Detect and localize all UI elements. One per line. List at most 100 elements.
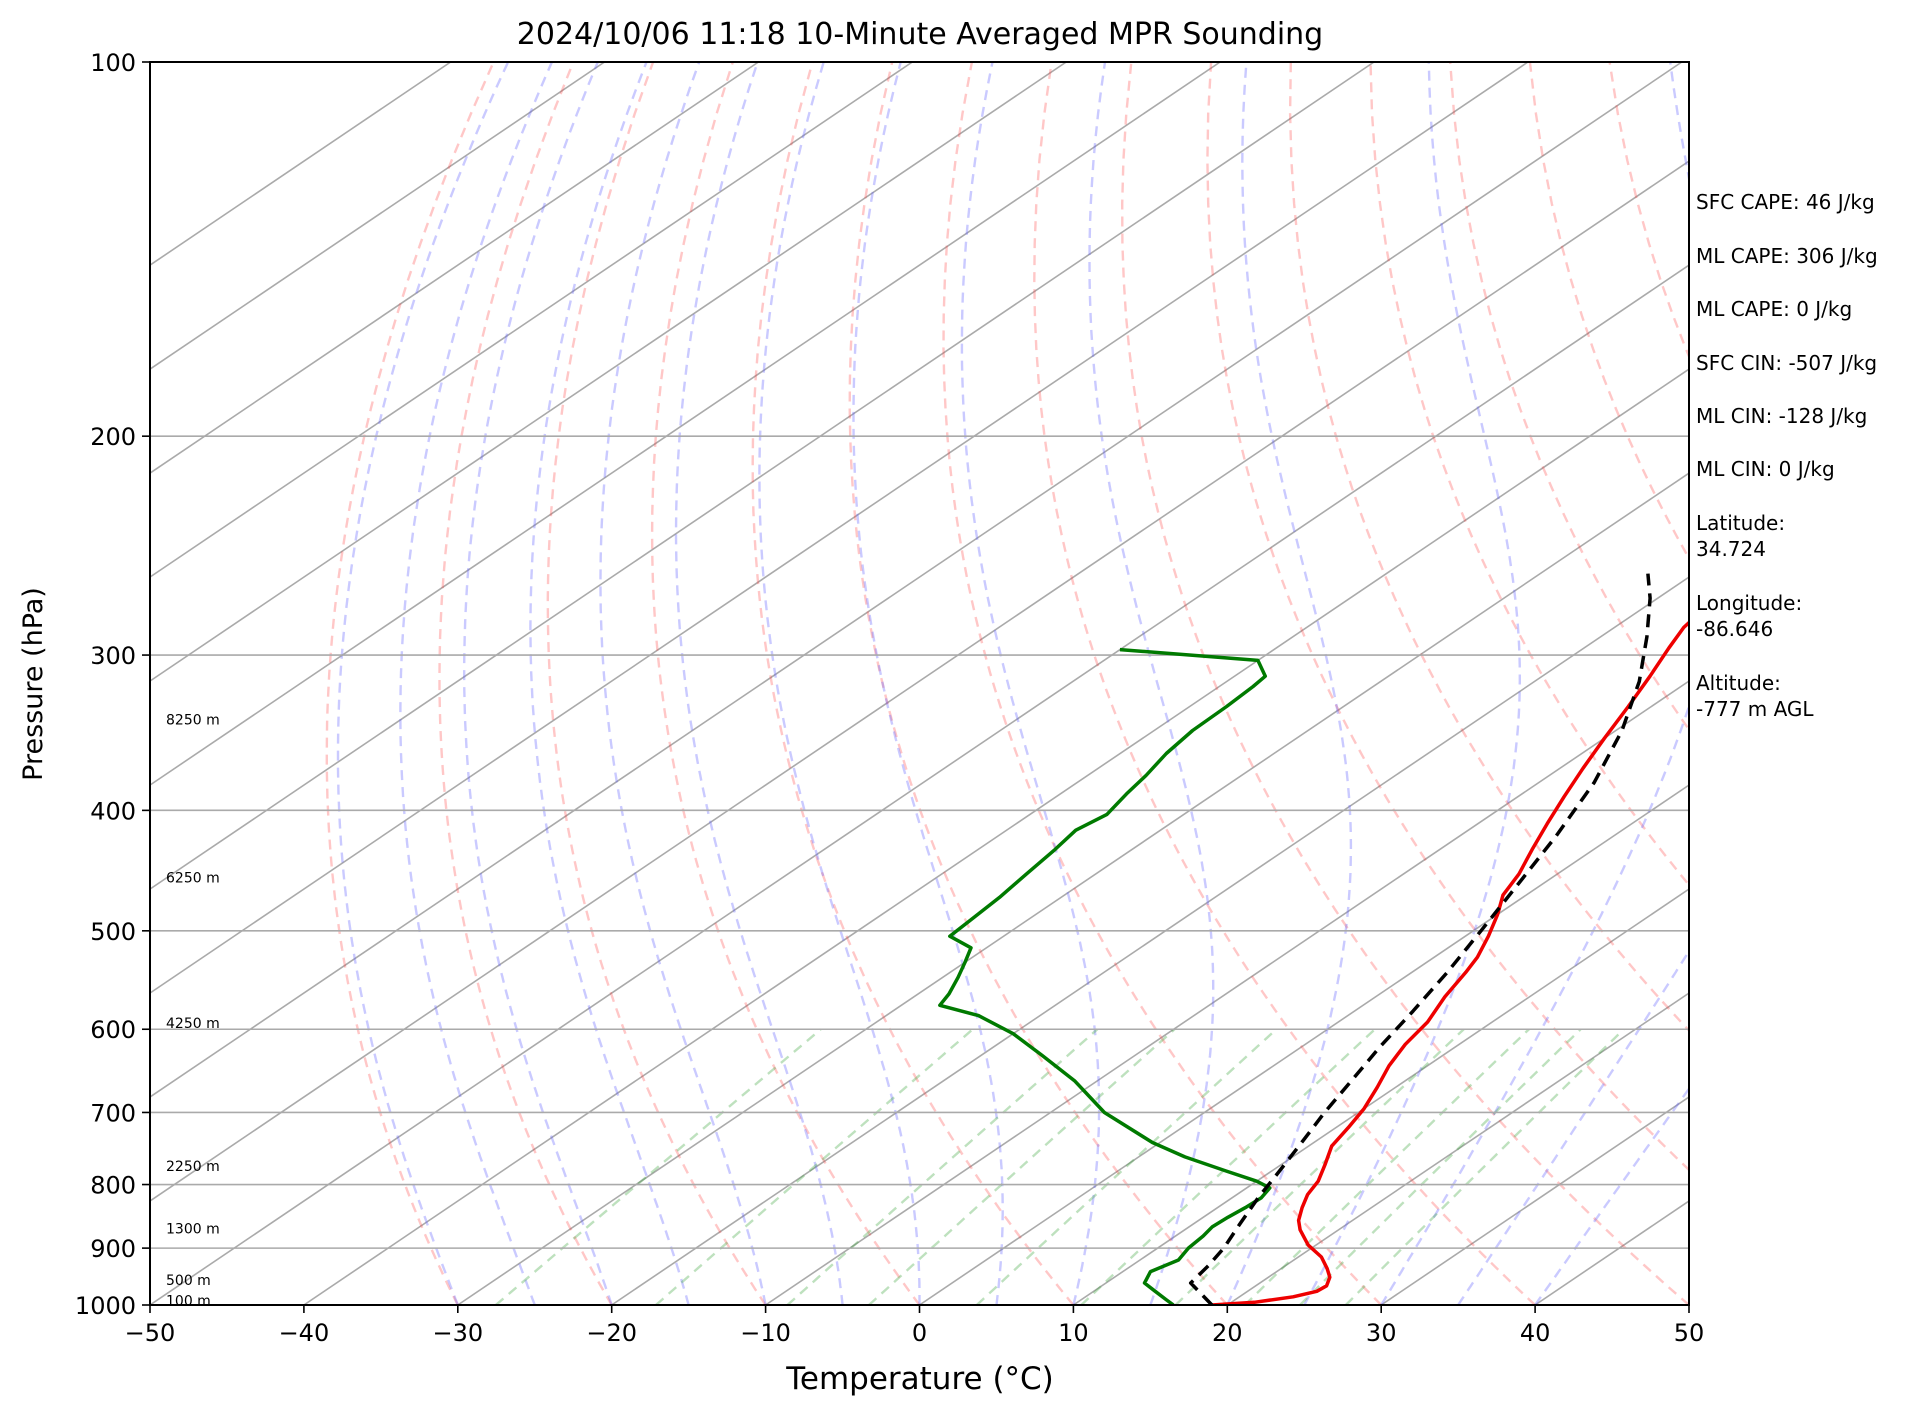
y-tick-label: 500	[90, 918, 136, 946]
y-tick-label: 900	[90, 1235, 136, 1263]
moist-adiabat-line	[1226, 62, 1353, 1305]
chart-title: 2024/10/06 11:18 10-Minute Averaged MPR …	[517, 17, 1323, 52]
x-tick-label: −30	[432, 1319, 483, 1347]
background-lines	[150, 62, 1689, 1305]
y-tick-label: 700	[90, 1099, 136, 1127]
y-tick-label: 400	[90, 797, 136, 825]
moist-adiabat-line	[1088, 62, 1215, 1305]
isotherm-line	[150, 264, 1689, 1305]
x-tick-label: 50	[1674, 1319, 1705, 1347]
isotherm-line	[919, 784, 1689, 1305]
isotherm-line	[1226, 992, 1689, 1305]
sounding-profiles	[938, 573, 1689, 1305]
dry-adiabat-line	[1120, 62, 1689, 1305]
x-tick-label: −10	[740, 1319, 791, 1347]
y-tick-label: 1000	[75, 1292, 136, 1320]
x-tick-label: 40	[1520, 1319, 1551, 1347]
height-label: 8250 m	[166, 712, 220, 728]
height-label: 2250 m	[166, 1159, 220, 1175]
isotherm-line	[611, 576, 1689, 1305]
y-axis-ticks: 100 200 300 400 500 600 700 800 900 1000	[75, 49, 150, 1320]
mixing-ratio-line	[655, 1028, 974, 1305]
ml-cape-text-2: ML CAPE: 0 J/kg	[1696, 297, 1853, 321]
height-label: 500 m	[166, 1273, 211, 1289]
dry-adiabat-line	[848, 62, 1229, 1305]
y-tick-label: 200	[90, 423, 136, 451]
isotherm-line	[150, 62, 1529, 995]
dry-adiabat-line	[546, 62, 767, 1305]
height-label: 100 m	[166, 1294, 211, 1310]
x-tick-label: 0	[912, 1319, 927, 1347]
isotherm-line	[150, 62, 452, 267]
moist-adiabat-line	[1380, 62, 1689, 1305]
isotherm-line	[150, 62, 759, 475]
height-label: 4250 m	[166, 1016, 220, 1032]
moist-adiabat-line	[529, 62, 690, 1305]
isotherm-line	[150, 62, 1683, 1098]
moist-adiabat-line	[1457, 948, 1689, 1305]
y-axis-label: Pressure (hPa)	[18, 587, 49, 781]
y-tick-label: 600	[90, 1016, 136, 1044]
isotherm-line	[1072, 888, 1689, 1305]
isotherm-line	[150, 62, 1375, 891]
ml-cin-text: ML CIN: -128 J/kg	[1696, 404, 1868, 428]
sfc-cape-text: SFC CAPE: 46 J/kg	[1696, 190, 1875, 214]
moist-adiabat-line	[399, 62, 554, 1305]
temperature-profile-line	[1211, 620, 1689, 1305]
x-tick-label: 30	[1366, 1319, 1397, 1347]
mixing-ratio-line	[1299, 1028, 1582, 1305]
altitude-text: Altitude: -777 m AGL	[1696, 671, 1814, 721]
isotherm-line	[150, 62, 1221, 787]
mixing-ratio-line	[495, 1028, 822, 1305]
moist-adiabat-line	[463, 62, 613, 1305]
y-tick-label: 100	[90, 49, 136, 77]
x-axis-ticks: −50 −40 −30 −20 −10 0 10 20 30 40 50	[125, 1305, 1705, 1347]
longitude-text: Longitude: -86.646	[1696, 591, 1803, 641]
moist-adiabat-line	[1534, 1086, 1689, 1305]
ml-cin-text-2: ML CIN: 0 J/kg	[1696, 457, 1835, 481]
parcel-path-line	[1188, 573, 1652, 1305]
dry-adiabat-line	[1288, 62, 1689, 1033]
x-tick-label: −20	[586, 1319, 637, 1347]
x-tick-label: 10	[1058, 1319, 1089, 1347]
plot-frame	[149, 61, 1690, 1306]
x-axis-label: Temperature (°C)	[785, 1361, 1054, 1397]
isotherm-line	[303, 368, 1689, 1305]
dry-adiabat-line	[1206, 62, 1689, 1172]
moist-adiabat-line	[599, 62, 767, 1305]
height-label: 1300 m	[166, 1222, 220, 1238]
dewpoint-profile-line	[938, 647, 1272, 1305]
isotherm-line	[457, 472, 1689, 1305]
height-labels: 100 m 500 m 1300 m 2250 m 4250 m 6250 m 8250 m	[166, 712, 220, 1309]
dry-adiabat-line	[325, 62, 495, 1305]
dry-adiabat-line	[751, 62, 1075, 1305]
isotherm-line	[150, 62, 1067, 683]
mixing-ratio-line	[1080, 1028, 1376, 1305]
sfc-cin-text: SFC CIN: -507 J/kg	[1696, 351, 1878, 375]
moist-adiabat-line	[1303, 62, 1522, 1305]
y-tick-label: 800	[90, 1172, 136, 1200]
dry-adiabat-line	[1033, 62, 1536, 1305]
dry-adiabat-line	[438, 62, 613, 1305]
x-tick-label: −40	[279, 1319, 330, 1347]
isotherm-line	[150, 160, 1689, 1202]
x-tick-label: 20	[1212, 1319, 1243, 1347]
moist-adiabat-line	[758, 62, 921, 1305]
isotherm-line	[765, 680, 1689, 1305]
latitude-text: Latitude: 34.724	[1696, 511, 1786, 561]
isotherm-line	[150, 62, 605, 371]
dry-adiabat-line	[650, 62, 921, 1305]
moist-adiabat-line	[852, 62, 1004, 1305]
pressure-gridlines	[150, 62, 1689, 1305]
isotherm-line	[150, 62, 913, 579]
isotherm-line	[1380, 1096, 1689, 1305]
moist-adiabat-line	[674, 62, 844, 1305]
moist-adiabat-line	[336, 62, 510, 1305]
x-tick-label: −50	[125, 1319, 176, 1347]
y-tick-label: 300	[90, 642, 136, 670]
ml-cape-text: ML CAPE: 306 J/kg	[1696, 244, 1878, 268]
mixing-ratio-line	[786, 1028, 1099, 1305]
moist-adiabat-line	[960, 62, 1101, 1305]
mixing-ratio-line	[868, 1028, 1176, 1305]
